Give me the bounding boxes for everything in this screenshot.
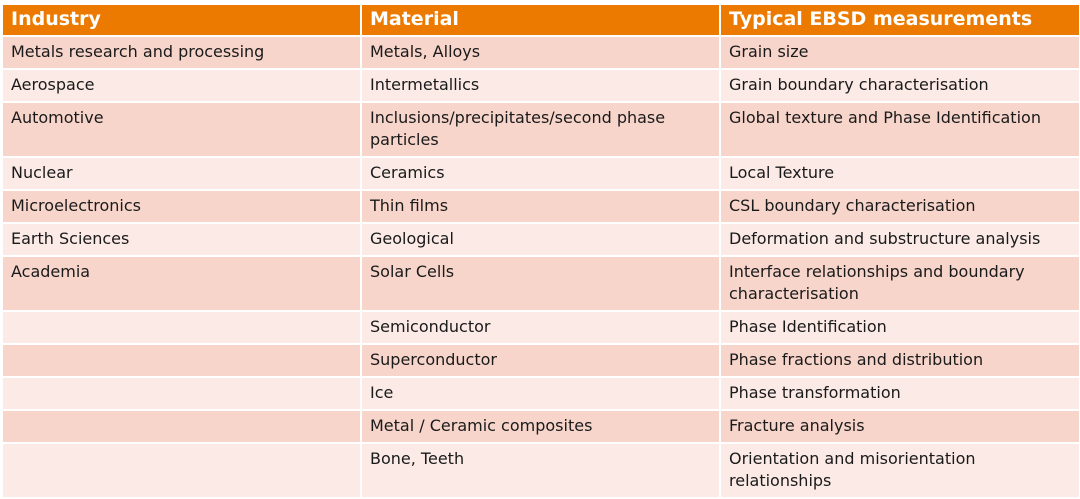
- material-cell: Ceramics: [360, 156, 721, 191]
- industry-cell: [1, 376, 362, 411]
- measurement-cell: Phase fractions and distribution: [719, 343, 1080, 378]
- measurement-cell: Grain boundary characterisation: [719, 68, 1080, 103]
- material-cell: Ice: [360, 376, 721, 411]
- table-row: Automotive Inclusions/precipitates/second…: [1, 101, 1080, 158]
- measurement-cell: Orientation and misorientation relations…: [719, 442, 1080, 499]
- table-row: Microelectronics Thin films CSL boundary c…: [1, 189, 1080, 224]
- table-row: Metal / Ceramic composites Fracture analy…: [1, 409, 1080, 444]
- industry-cell: Microelectronics: [1, 189, 362, 224]
- header-row: Industry Material Typical EBSD measureme…: [1, 3, 1080, 37]
- industry-cell: Earth Sciences: [1, 222, 362, 257]
- measurement-cell: Grain size: [719, 35, 1080, 70]
- table-row: Academia Solar Cells Interface relationshi…: [1, 255, 1080, 312]
- material-cell: Semiconductor: [360, 310, 721, 345]
- table-row: Earth Sciences Geological Deformation and …: [1, 222, 1080, 257]
- industry-cell: [1, 409, 362, 444]
- measurement-cell: CSL boundary characterisation: [719, 189, 1080, 224]
- material-cell: Inclusions/precipitates/second phase par…: [360, 101, 721, 158]
- industry-cell: [1, 442, 362, 499]
- header-measurements: Typical EBSD measurements: [719, 3, 1080, 37]
- table-row: Aerospace Intermetallics Grain boundary ch…: [1, 68, 1080, 103]
- table-row: Nuclear Ceramics Local Texture: [1, 156, 1080, 191]
- table-row: Semiconductor Phase Identification: [1, 310, 1080, 345]
- ebsd-applications-table: Industry Material Typical EBSD measureme…: [1, 3, 1080, 499]
- table-row: Metals research and processing Metals, Al…: [1, 35, 1080, 70]
- measurement-cell: Phase Identification: [719, 310, 1080, 345]
- material-cell: Bone, Teeth: [360, 442, 721, 499]
- industry-cell: Metals research and processing: [1, 35, 362, 70]
- header-material: Material: [360, 3, 721, 37]
- material-cell: Solar Cells: [360, 255, 721, 312]
- industry-cell: [1, 310, 362, 345]
- material-cell: Metals, Alloys: [360, 35, 721, 70]
- measurement-cell: Phase transformation: [719, 376, 1080, 411]
- industry-cell: Academia: [1, 255, 362, 312]
- material-cell: Superconductor: [360, 343, 721, 378]
- table-row: Superconductor Phase fractions and distri…: [1, 343, 1080, 378]
- table-row: Bone, Teeth Orientation and misorientatio…: [1, 442, 1080, 499]
- measurement-cell: Interface relationships and boundary cha…: [719, 255, 1080, 312]
- industry-cell: Nuclear: [1, 156, 362, 191]
- industry-cell: Automotive: [1, 101, 362, 158]
- measurement-cell: Deformation and substructure analysis: [719, 222, 1080, 257]
- industry-cell: [1, 343, 362, 378]
- measurement-cell: Fracture analysis: [719, 409, 1080, 444]
- material-cell: Metal / Ceramic composites: [360, 409, 721, 444]
- material-cell: Intermetallics: [360, 68, 721, 103]
- header-industry: Industry: [1, 3, 362, 37]
- measurement-cell: Global texture and Phase Identification: [719, 101, 1080, 158]
- measurement-cell: Local Texture: [719, 156, 1080, 191]
- material-cell: Thin films: [360, 189, 721, 224]
- table-row: Ice Phase transformation: [1, 376, 1080, 411]
- industry-cell: Aerospace: [1, 68, 362, 103]
- material-cell: Geological: [360, 222, 721, 257]
